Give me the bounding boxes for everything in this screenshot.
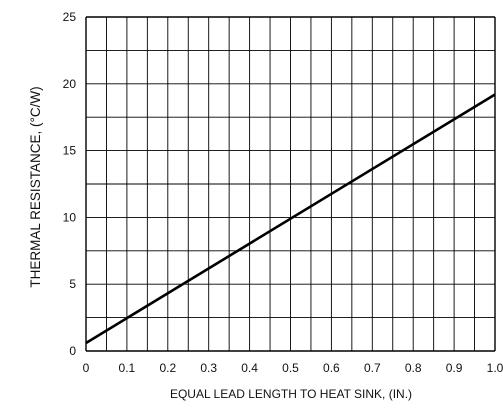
y-tick-label: 10 (63, 210, 77, 224)
y-tick-label: 20 (63, 77, 77, 91)
x-tick-label: 0.6 (323, 361, 340, 375)
chart-grid (85, 16, 496, 352)
y-tick-label: 5 (69, 277, 76, 291)
chart-series (85, 93, 496, 345)
series-line (85, 93, 496, 345)
y-tick-label: 25 (63, 10, 77, 24)
x-tick-label: 0 (83, 361, 90, 375)
x-tick-label: 0.2 (159, 361, 176, 375)
x-tick-label: 0.9 (446, 361, 463, 375)
x-tick-label: 0.3 (200, 361, 217, 375)
y-tick-labels: 0 5 10 15 20 25 (63, 10, 77, 358)
y-tick-label: 0 (69, 344, 76, 358)
x-tick-label: 0.4 (241, 361, 258, 375)
y-tick-label: 15 (63, 144, 77, 158)
x-tick-label: 0.7 (364, 361, 381, 375)
x-axis-label: EQUAL LEAD LENGTH TO HEAT SINK, (IN.) (170, 387, 412, 401)
x-tick-label: 0.5 (282, 361, 299, 375)
x-tick-labels: 0 0.1 0.2 0.3 0.4 0.5 0.6 0.7 0.8 0.9 1.0 (83, 361, 503, 375)
x-tick-label: 1.0 (487, 361, 503, 375)
x-tick-label: 0.1 (119, 361, 136, 375)
x-tick-label: 0.8 (405, 361, 422, 375)
y-axis-label: THERMAL RESISTANCE, (°C/W) (28, 86, 43, 287)
